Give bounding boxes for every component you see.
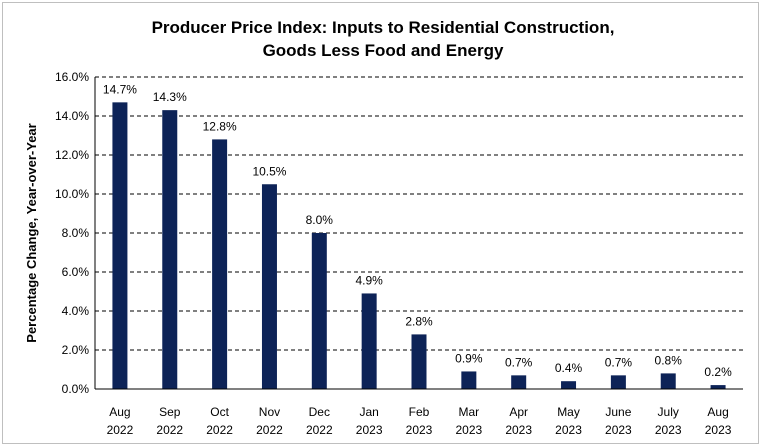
x-tick-year: 2023 (705, 423, 732, 437)
bar (162, 110, 178, 390)
bar (461, 371, 477, 389)
x-tick-year: 2022 (306, 423, 333, 437)
x-tick-year: 2023 (555, 423, 582, 437)
data-label: 10.5% (252, 164, 286, 178)
data-label: 0.7% (605, 355, 633, 369)
x-tick-year: 2023 (356, 423, 383, 437)
x-tick-month: Oct (210, 405, 229, 419)
x-tick-month: Nov (259, 405, 280, 419)
y-tick-label: 14.0% (55, 109, 89, 123)
chart-subtitle: Goods Less Food and Energy (263, 41, 504, 60)
bar (112, 102, 128, 389)
x-tick-month: Apr (509, 405, 528, 419)
x-tick-month: June (605, 405, 631, 419)
y-tick-label: 12.0% (55, 148, 89, 162)
x-tick-month: Sep (159, 405, 181, 419)
bars (112, 102, 726, 390)
data-label: 4.9% (355, 273, 383, 287)
y-tick-label: 16.0% (55, 70, 89, 84)
x-tick-month: Feb (409, 405, 430, 419)
x-tick-month: Aug (707, 405, 728, 419)
x-tick-month: Dec (309, 405, 330, 419)
bar (511, 375, 527, 389)
y-axis-ticks: 0.0% 2.0% 4.0% 6.0% 8.0% 10.0% 12.0% 14.0% 16.0% (55, 70, 89, 396)
x-tick-year: 2022 (156, 423, 183, 437)
data-label: 0.4% (555, 361, 583, 375)
y-tick-label: 2.0% (62, 343, 90, 357)
x-tick-year: 2022 (256, 423, 283, 437)
y-tick-label: 4.0% (62, 304, 90, 318)
chart-frame: Producer Price Index: Inputs to Resident… (2, 2, 759, 444)
x-tick-month: Aug (109, 405, 130, 419)
y-axis-label: Percentage Change, Year-over-Year (24, 123, 39, 342)
bar (361, 293, 377, 389)
x-tick-year: 2023 (406, 423, 433, 437)
data-labels: 14.7% 14.3% 12.8% 10.5% 8.0% 4.9% 2.8% 0.9% 0.7%… (103, 82, 732, 379)
bar-chart: Producer Price Index: Inputs to Resident… (24, 18, 743, 437)
y-tick-label: 6.0% (62, 265, 90, 279)
bar (710, 385, 726, 389)
x-tick-month: Jan (359, 405, 378, 419)
y-tick-label: 0.0% (62, 382, 90, 396)
bar (212, 139, 228, 389)
data-label: 0.7% (505, 355, 533, 369)
data-label: 0.9% (455, 351, 483, 365)
y-tick-label: 8.0% (62, 226, 90, 240)
bar (411, 334, 427, 389)
x-tick-year: 2022 (107, 423, 134, 437)
y-tick-label: 10.0% (55, 187, 89, 201)
x-tick-month: May (557, 405, 580, 419)
data-label: 0.8% (655, 353, 683, 367)
gridlines (95, 76, 743, 351)
data-label: 8.0% (306, 213, 334, 227)
bar (610, 375, 626, 389)
data-label: 0.2% (704, 365, 732, 379)
x-tick-month: Mar (459, 405, 480, 419)
x-tick-month: July (658, 405, 679, 419)
data-label: 14.7% (103, 82, 137, 96)
bar (261, 184, 277, 389)
chart-title: Producer Price Index: Inputs to Resident… (152, 18, 615, 37)
bar (660, 373, 676, 389)
data-label: 2.8% (405, 314, 433, 328)
bar (311, 233, 327, 389)
data-label: 14.3% (153, 90, 187, 104)
bar (561, 381, 577, 389)
x-tick-year: 2023 (655, 423, 682, 437)
x-tick-year: 2022 (206, 423, 233, 437)
x-tick-year: 2023 (455, 423, 482, 437)
x-tick-year: 2023 (605, 423, 632, 437)
x-axis-ticks: Aug 2022 Sep 2022 Oct 2022 Nov 2022 Dec 2022 Jan 20… (107, 405, 732, 437)
x-tick-year: 2023 (505, 423, 532, 437)
data-label: 12.8% (203, 119, 237, 133)
